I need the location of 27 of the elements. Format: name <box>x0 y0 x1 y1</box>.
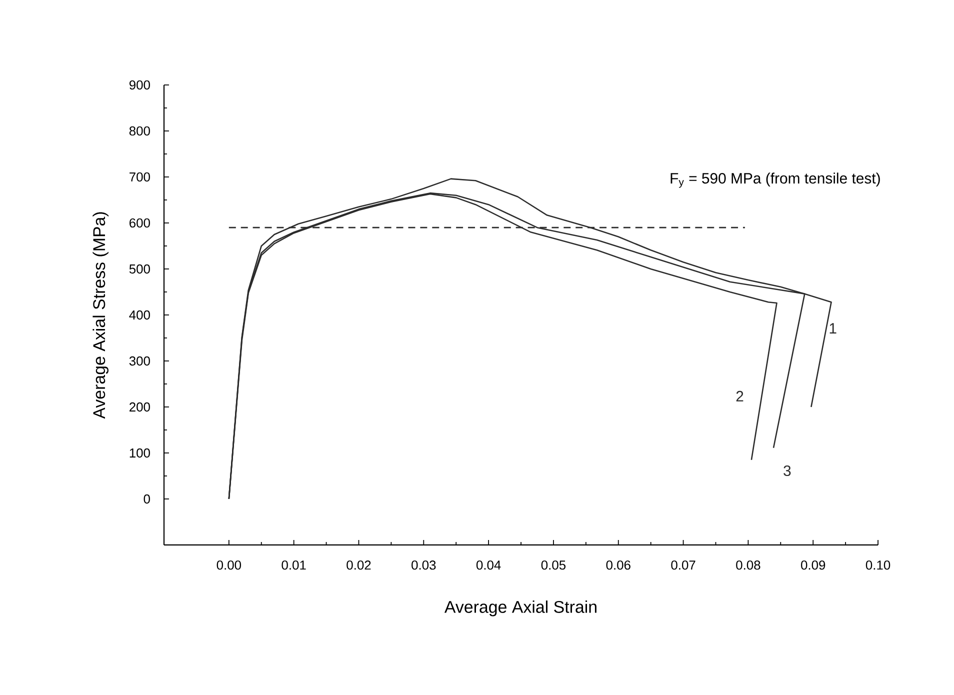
y-tick-label: 700 <box>130 172 150 182</box>
y-tick-label: 200 <box>130 402 150 412</box>
y-tick-label: 400 <box>129 310 150 320</box>
y-axis-title: Average Axial Stress (MPa) <box>92 212 108 419</box>
x-tick-label: 0.02 <box>346 560 371 570</box>
x-tick-label: 0.06 <box>606 560 630 570</box>
x-tick-label: 0.00 <box>216 560 242 570</box>
y-tick-label: 100 <box>130 448 150 458</box>
x-tick-label: 0.03 <box>412 560 436 570</box>
y-tick-label: 0 <box>144 494 150 504</box>
x-tick-label: 0.08 <box>736 560 760 570</box>
y-tick-label: 600 <box>130 218 150 228</box>
series-label: 2 <box>736 390 744 402</box>
x-tick-label: 0.09 <box>801 560 826 570</box>
series-label: 3 <box>784 465 791 476</box>
series-label: 1 <box>830 323 836 334</box>
x-axis-title: Average Axial Strain <box>444 600 596 616</box>
y-tick-label: 300 <box>129 356 150 366</box>
y-tick-label: 500 <box>129 264 150 274</box>
x-tick-label: 0.07 <box>671 560 696 570</box>
y-tick-label: 800 <box>129 126 150 136</box>
annotation: F$_{y}$ = 590 MPa (from tensile test) <box>670 172 880 188</box>
x-tick-label: 0.01 <box>282 560 306 570</box>
x-tick-label: 0.05 <box>541 560 566 570</box>
x-tick-label: 0.04 <box>476 560 501 570</box>
y-tick-label: 900 <box>129 80 150 90</box>
x-tick-label: 0.10 <box>866 560 890 570</box>
